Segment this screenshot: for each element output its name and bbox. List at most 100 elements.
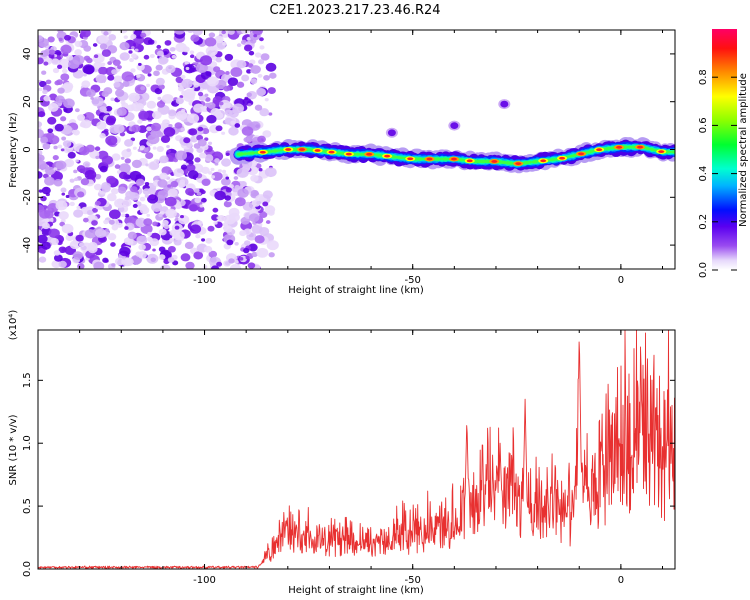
noise-speckle [181, 78, 193, 89]
noise-speckle [215, 57, 223, 63]
noise-speckle [166, 144, 170, 149]
y-tick-label: 40 [22, 48, 33, 61]
noise-speckle [224, 109, 233, 116]
noise-speckle [78, 242, 85, 248]
noise-speckle [202, 264, 208, 269]
noise-speckle [258, 226, 270, 236]
noise-speckle [102, 257, 109, 263]
noise-speckle [189, 50, 195, 55]
noise-speckle [197, 91, 204, 97]
noise-speckle [64, 158, 75, 168]
noise-speckle [193, 251, 204, 260]
noise-speckle [259, 108, 270, 117]
noise-speckle [205, 102, 211, 108]
track-band [420, 157, 423, 161]
noise-speckle [103, 31, 109, 36]
noise-speckle [160, 135, 171, 144]
noise-speckle [61, 223, 74, 234]
noise-speckle [158, 254, 166, 260]
track-band [307, 148, 311, 151]
noise-speckle [55, 95, 65, 104]
noise-speckle [41, 222, 50, 230]
track-band [246, 152, 249, 155]
noise-speckle [105, 117, 116, 126]
noise-speckle [264, 167, 277, 178]
track-band [652, 148, 656, 152]
noise-speckle [245, 255, 250, 260]
noise-speckle [179, 115, 184, 119]
noise-speckle [221, 169, 227, 174]
noise-speckle [165, 64, 176, 74]
noise-speckle [42, 89, 48, 95]
noise-speckle [73, 177, 79, 182]
noise-speckle [118, 171, 128, 180]
noise-speckle [184, 241, 194, 250]
noise-speckle [108, 219, 115, 225]
noise-speckle [140, 86, 146, 91]
noise-speckle [40, 136, 49, 144]
noise-speckle [187, 30, 194, 34]
noise-speckle [163, 127, 176, 137]
noise-speckle [138, 244, 146, 251]
noise-speckle [113, 81, 121, 88]
noise-speckle [60, 148, 65, 152]
echo-blobs [385, 99, 511, 138]
noise-speckle [157, 96, 162, 101]
noise-speckle [227, 30, 235, 35]
track-band [536, 160, 539, 163]
noise-speckle [38, 57, 44, 65]
noise-speckle [146, 100, 157, 109]
y-tick-label: -40 [22, 237, 33, 253]
track-hotspot-core [596, 148, 603, 152]
noise-speckle [152, 146, 157, 150]
noise-speckle [130, 34, 137, 39]
noise-speckle [74, 40, 83, 48]
noise-speckle [101, 91, 109, 98]
track-band [378, 153, 382, 157]
noise-speckle [111, 69, 118, 75]
noise-speckle [61, 68, 68, 74]
noise-speckle [146, 213, 151, 217]
noise-speckle [112, 59, 121, 66]
noise-speckle [154, 87, 163, 95]
noise-speckle [174, 122, 183, 129]
noise-speckle [47, 36, 55, 43]
noise-speckle [124, 195, 130, 201]
noise-speckle [205, 237, 213, 244]
noise-speckle [145, 152, 154, 159]
noise-speckle [257, 135, 266, 143]
noise-speckle [175, 97, 184, 105]
noise-speckle [101, 62, 106, 67]
track-band [607, 146, 611, 151]
track-hotspot-core [637, 145, 644, 149]
noise-speckle [243, 137, 250, 143]
noise-speckle [151, 202, 163, 213]
noise-speckle [99, 133, 106, 139]
colorbar-label: Normalized spectral amplitude [738, 73, 749, 227]
track-hotspot-core [451, 157, 458, 161]
noise-speckle [199, 152, 207, 159]
track-band [549, 158, 553, 162]
noise-speckle [107, 233, 117, 241]
noise-speckle [82, 73, 87, 77]
noise-speckle [195, 62, 208, 73]
noise-speckle [147, 236, 153, 241]
noise-speckle [189, 224, 202, 234]
noise-speckle [57, 30, 64, 34]
noise-speckle [86, 89, 96, 98]
track-band [439, 157, 442, 161]
noise-speckle [38, 38, 49, 48]
noise-speckle [51, 171, 63, 182]
y-tick-label: 0 [22, 146, 33, 152]
noise-speckle [208, 250, 218, 258]
noise-speckle [228, 183, 234, 189]
noise-speckle [53, 179, 63, 187]
track-band [337, 151, 341, 155]
noise-speckle [243, 44, 253, 52]
track-band [358, 153, 361, 156]
noise-speckle [169, 237, 175, 242]
noise-speckle [163, 224, 170, 230]
colorbar-tick-label: 0.4 [698, 166, 709, 182]
noise-speckle [147, 73, 152, 77]
noise-speckle [213, 221, 218, 225]
